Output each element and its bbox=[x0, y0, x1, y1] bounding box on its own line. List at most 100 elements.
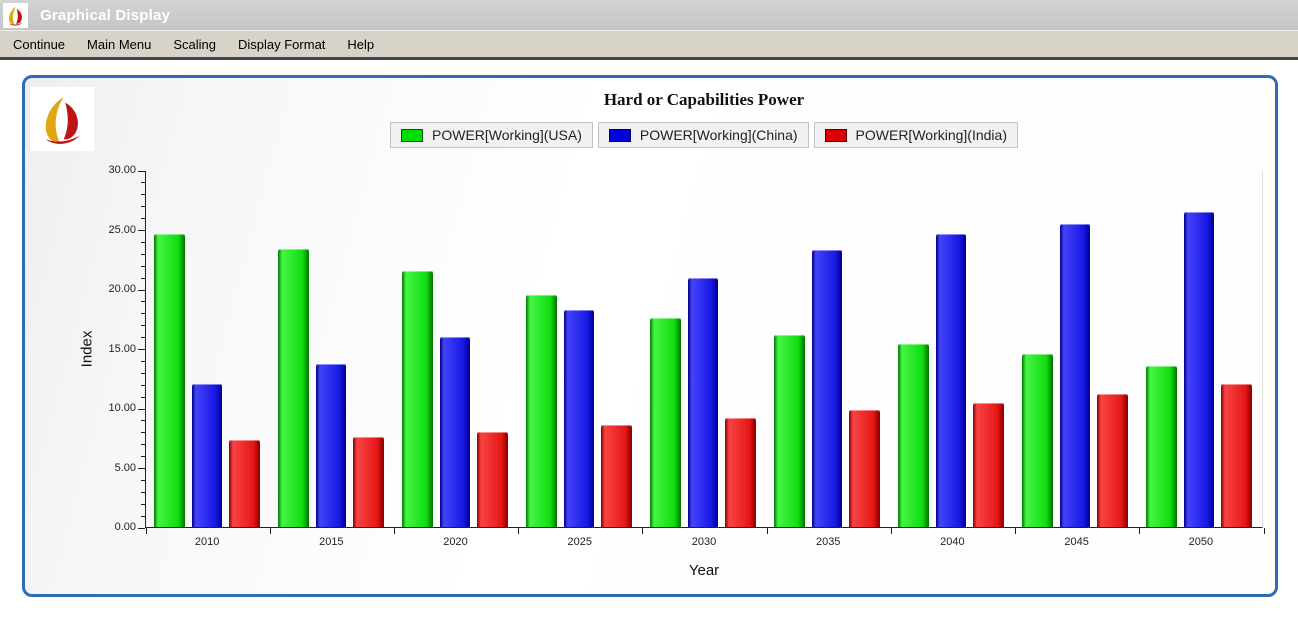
y-minor-tick bbox=[141, 194, 145, 196]
menu-item-help[interactable]: Help bbox=[347, 36, 375, 52]
y-major-tick bbox=[138, 230, 145, 231]
y-major-tick bbox=[138, 527, 145, 529]
x-tick bbox=[1015, 528, 1017, 534]
y-tick-label: 20.00 bbox=[108, 283, 136, 295]
x-tick-labels: 2010 2015 2020 2025 2030 2035 2040 2045 2050 bbox=[145, 536, 1263, 548]
legend-entry: POWER[Working](China) bbox=[597, 122, 809, 148]
x-tick-label: 2020 bbox=[443, 536, 468, 548]
y-minor-tick bbox=[141, 241, 145, 243]
legend-swatch bbox=[824, 128, 847, 142]
x-tick-label: 2025 bbox=[567, 536, 592, 548]
bar-2020 bbox=[477, 431, 509, 527]
y-minor-tick bbox=[141, 182, 145, 184]
x-tick bbox=[766, 528, 768, 534]
x-tick bbox=[642, 528, 644, 534]
legend-swatch bbox=[401, 128, 423, 142]
x-tick bbox=[1139, 528, 1141, 534]
menu-item-display-format[interactable]: Display Format bbox=[238, 36, 326, 52]
x-tick bbox=[393, 528, 395, 534]
x-tick-label: 2045 bbox=[1064, 536, 1089, 548]
legend-entry: POWER[Working](India) bbox=[813, 122, 1018, 148]
y-minor-tick bbox=[141, 301, 145, 303]
x-tick bbox=[890, 528, 892, 534]
y-minor-tick bbox=[141, 313, 145, 315]
menu-item-scaling[interactable]: Scaling bbox=[173, 36, 216, 52]
menubar: Continue Main Menu Scaling Display Format He… bbox=[0, 30, 1298, 57]
y-minor-tick bbox=[141, 253, 145, 255]
bar-2025 bbox=[563, 310, 595, 527]
bar-2010 bbox=[191, 384, 223, 527]
x-tick-label: 2040 bbox=[940, 536, 965, 548]
legend-swatch bbox=[608, 128, 631, 142]
y-minor-tick bbox=[141, 479, 145, 481]
y-minor-tick bbox=[141, 432, 145, 434]
bar-2030 bbox=[650, 317, 681, 527]
y-minor-tick bbox=[141, 206, 145, 208]
y-tick-label: 15.00 bbox=[108, 342, 136, 355]
bar-2045 bbox=[1097, 393, 1129, 527]
menu-item-main-menu[interactable]: Main Menu bbox=[87, 36, 152, 52]
bar-group-2020 bbox=[394, 171, 518, 527]
bar-2040 bbox=[973, 403, 1005, 527]
y-minor-tick bbox=[141, 265, 145, 267]
y-major-tick bbox=[138, 468, 145, 469]
bar-2010 bbox=[229, 440, 261, 527]
bar-2015 bbox=[315, 364, 347, 527]
y-minor-tick bbox=[141, 384, 145, 386]
bar-group-2015 bbox=[270, 171, 394, 527]
y-minor-tick bbox=[141, 491, 145, 493]
legend-label: POWER[Working](China) bbox=[639, 127, 798, 143]
bar-2025 bbox=[601, 424, 633, 527]
chart-panel: Hard or Capabilities Power POWER[Working… bbox=[22, 75, 1278, 597]
ifs-flame-icon bbox=[3, 2, 28, 28]
chart-title: Hard or Capabilities Power bbox=[603, 90, 805, 109]
y-minor-tick bbox=[141, 503, 145, 505]
bar-group-2035 bbox=[766, 171, 890, 527]
bar-2020 bbox=[439, 336, 471, 527]
bar-2045 bbox=[1059, 223, 1091, 527]
menu-item-continue[interactable]: Continue bbox=[13, 36, 66, 52]
bar-groups bbox=[146, 171, 1262, 527]
bar-2050 bbox=[1221, 384, 1253, 527]
y-minor-tick bbox=[141, 325, 145, 327]
bar-group-2040 bbox=[890, 171, 1014, 527]
x-axis-label: Year bbox=[688, 562, 720, 579]
bar-2035 bbox=[811, 249, 843, 527]
y-major-tick bbox=[138, 349, 145, 350]
bar-2025 bbox=[526, 294, 557, 527]
bar-2035 bbox=[774, 335, 805, 527]
bar-2030 bbox=[725, 417, 757, 527]
chart-legend: POWER[Working](USA) POWER[Working](China)… bbox=[145, 122, 1263, 148]
window-title: Graphical Display bbox=[40, 6, 171, 24]
y-minor-tick bbox=[141, 218, 145, 220]
x-tick-label: 2050 bbox=[1188, 536, 1214, 548]
y-minor-tick bbox=[141, 372, 145, 374]
bar-2050 bbox=[1146, 366, 1177, 527]
x-tick-label: 2035 bbox=[815, 536, 841, 548]
y-tick-label: 10.00 bbox=[108, 402, 136, 414]
window-titlebar[interactable]: Graphical Display bbox=[0, 0, 1298, 30]
x-tick bbox=[518, 528, 520, 534]
bar-2010 bbox=[154, 234, 185, 527]
bar-2035 bbox=[849, 410, 881, 527]
y-tick-label: 25.00 bbox=[108, 223, 136, 236]
x-tick-label: 2015 bbox=[319, 536, 344, 548]
y-minor-tick bbox=[141, 360, 145, 362]
x-tick bbox=[1263, 528, 1265, 534]
legend-label: POWER[Working](India) bbox=[855, 127, 1007, 143]
x-tick-label: 2010 bbox=[194, 536, 220, 548]
x-tick bbox=[145, 528, 147, 534]
bar-group-2010 bbox=[146, 171, 270, 527]
y-tick-label: 5.00 bbox=[114, 461, 136, 474]
bar-2030 bbox=[687, 278, 719, 527]
y-tick-label: 0.00 bbox=[114, 521, 136, 533]
plot-area: 0.00 5.00 10.00 15.00 20.00 25.00 30.00 bbox=[108, 164, 1265, 534]
x-tick-label: 2030 bbox=[691, 536, 717, 548]
bar-group-2030 bbox=[642, 171, 766, 527]
y-major-tick bbox=[138, 289, 145, 291]
y-minor-tick bbox=[141, 456, 145, 458]
y-major-tick bbox=[138, 170, 145, 172]
bar-2045 bbox=[1022, 354, 1053, 527]
y-minor-tick bbox=[141, 396, 145, 398]
y-major-tick bbox=[138, 408, 145, 410]
